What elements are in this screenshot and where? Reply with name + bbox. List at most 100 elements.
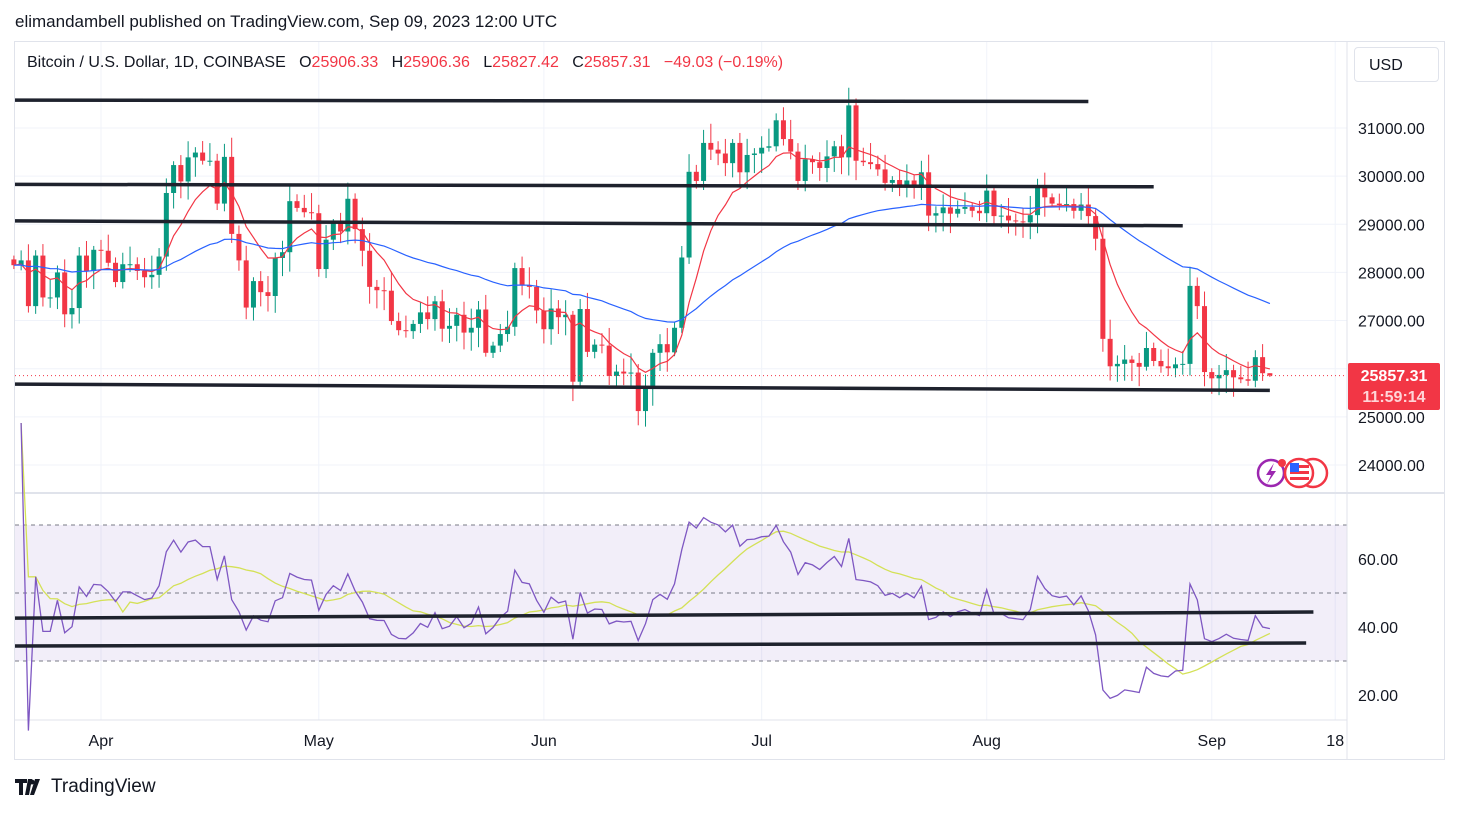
candle-down: [200, 152, 206, 161]
candle-up: [1187, 285, 1193, 364]
candle-up: [207, 160, 213, 162]
candle-up: [679, 257, 685, 328]
price-tick: 27000.00: [1358, 314, 1425, 331]
candle-down: [142, 270, 148, 278]
tradingview-logo[interactable]: TradingView: [15, 776, 156, 798]
candle-down: [301, 207, 307, 213]
candle-down: [1129, 359, 1135, 363]
candle-down: [1231, 370, 1237, 378]
price-tick: 30000.00: [1358, 169, 1425, 186]
candle-down: [875, 164, 881, 170]
candle-up: [454, 314, 460, 326]
candle-down: [1107, 338, 1113, 367]
symbol-name[interactable]: Bitcoin / U.S. Dollar, 1D, COINBASE: [27, 54, 286, 71]
candle-down: [911, 180, 917, 186]
candle-up: [1180, 363, 1186, 365]
currency-button[interactable]: USD: [1354, 47, 1439, 82]
candle-down: [439, 301, 445, 329]
candle-down: [11, 259, 17, 266]
candle-down: [1085, 204, 1091, 217]
brand-name: TradingView: [51, 776, 156, 797]
candle-down: [795, 151, 801, 181]
candle-down: [1194, 285, 1200, 307]
time-tick: Jul: [751, 733, 771, 750]
candle-up: [185, 157, 191, 182]
candle-up: [773, 120, 779, 147]
candle-up: [904, 180, 910, 186]
candle-down: [1049, 197, 1055, 204]
candle-up: [628, 372, 634, 374]
candle-down: [352, 198, 358, 230]
candle-down: [1165, 366, 1171, 369]
horizontal-trendline: [14, 382, 1270, 393]
candle-down: [584, 309, 590, 352]
candle-down: [367, 250, 373, 287]
candle-down: [868, 162, 874, 165]
horizontal-trendline: [14, 98, 1089, 104]
candle-down: [374, 286, 380, 291]
high-label: H: [391, 54, 404, 71]
candle-up: [345, 198, 351, 232]
candle-down: [294, 201, 300, 208]
candle-down: [178, 165, 184, 182]
candle-down: [1158, 360, 1164, 367]
candle-up: [1064, 204, 1070, 206]
candle-up: [47, 297, 53, 299]
candle-up: [802, 159, 808, 181]
candle-down: [258, 281, 264, 293]
candle-down: [396, 321, 402, 331]
candle-up: [918, 172, 924, 186]
candle-up: [76, 255, 82, 309]
candle-down: [1245, 379, 1251, 381]
candle-up: [330, 222, 336, 240]
candle-down: [381, 290, 387, 292]
candle-up: [1172, 364, 1178, 369]
candle-down: [621, 371, 627, 374]
candle-down: [25, 260, 31, 307]
candle-up: [846, 105, 852, 158]
candle-up: [701, 142, 707, 181]
candle-up: [998, 215, 1004, 217]
candle-down: [969, 206, 975, 211]
candle-up: [548, 308, 554, 330]
candle-down: [316, 213, 322, 270]
candle-up: [512, 268, 518, 327]
candle-down: [1151, 347, 1157, 361]
candle-down: [403, 330, 409, 332]
candle-down: [555, 308, 561, 318]
candle-down: [265, 292, 271, 297]
candle-up: [650, 352, 656, 389]
candle-up: [410, 323, 416, 332]
candle-down: [897, 179, 903, 186]
candle-down: [991, 190, 997, 217]
candle-up: [824, 156, 830, 168]
price-tick: 28000.00: [1358, 265, 1425, 282]
candle-down: [243, 260, 249, 308]
candle-down: [715, 149, 721, 154]
candle-down: [570, 314, 576, 382]
candle-down: [1006, 215, 1011, 221]
candle-up: [962, 206, 968, 209]
candle-up: [643, 388, 648, 412]
candle-up: [417, 312, 423, 324]
time-tick: May: [304, 733, 334, 750]
candle-down: [229, 156, 235, 234]
ema-slow-line: [13, 203, 1271, 323]
event-icons[interactable]: [1256, 457, 1329, 489]
open-value: 25906.33: [311, 54, 379, 71]
last-price-label: 25857.31 11:59:14: [1348, 363, 1440, 410]
candle-up: [686, 171, 692, 258]
time-tick: Sep: [1198, 733, 1227, 750]
candle-down: [926, 172, 932, 216]
rsi-band-lines: [15, 524, 1347, 662]
candle-down: [534, 286, 540, 311]
candle-up: [613, 371, 619, 376]
ema-fast-line: [13, 146, 1271, 373]
candle-down: [947, 207, 953, 214]
candle-up: [272, 257, 278, 297]
candle-up: [69, 308, 75, 315]
candle-down: [214, 160, 220, 204]
candle-up: [577, 309, 583, 382]
candle-up: [1216, 374, 1222, 379]
